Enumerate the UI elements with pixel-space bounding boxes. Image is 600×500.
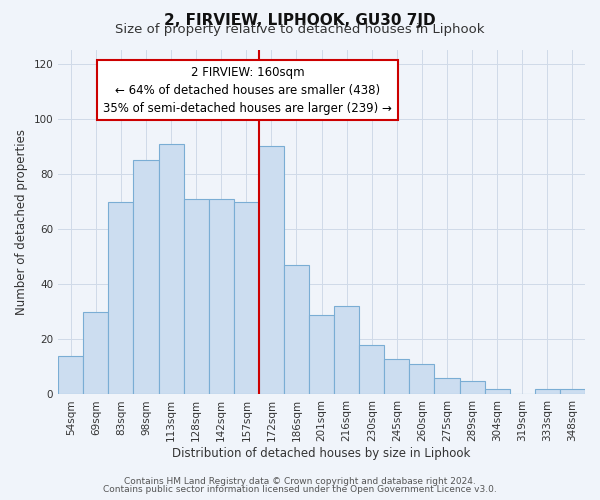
Bar: [434, 378, 460, 394]
Bar: [485, 389, 510, 394]
X-axis label: Distribution of detached houses by size in Liphook: Distribution of detached houses by size …: [172, 447, 471, 460]
Text: 2, FIRVIEW, LIPHOOK, GU30 7JD: 2, FIRVIEW, LIPHOOK, GU30 7JD: [164, 12, 436, 28]
Bar: [158, 144, 184, 394]
Bar: [58, 356, 83, 395]
Text: Contains HM Land Registry data © Crown copyright and database right 2024.: Contains HM Land Registry data © Crown c…: [124, 477, 476, 486]
Bar: [535, 389, 560, 394]
Y-axis label: Number of detached properties: Number of detached properties: [15, 129, 28, 315]
Bar: [409, 364, 434, 394]
Text: Size of property relative to detached houses in Liphook: Size of property relative to detached ho…: [115, 22, 485, 36]
Bar: [234, 202, 259, 394]
Bar: [83, 312, 109, 394]
Bar: [385, 358, 409, 394]
Bar: [184, 199, 209, 394]
Bar: [309, 314, 334, 394]
Bar: [560, 389, 585, 394]
Bar: [334, 306, 359, 394]
Bar: [209, 199, 234, 394]
Text: Contains public sector information licensed under the Open Government Licence v3: Contains public sector information licen…: [103, 485, 497, 494]
Text: 2 FIRVIEW: 160sqm
← 64% of detached houses are smaller (438)
35% of semi-detache: 2 FIRVIEW: 160sqm ← 64% of detached hous…: [103, 66, 392, 114]
Bar: [109, 202, 133, 394]
Bar: [460, 380, 485, 394]
Bar: [284, 265, 309, 394]
Bar: [259, 146, 284, 394]
Bar: [133, 160, 158, 394]
Bar: [359, 345, 385, 395]
